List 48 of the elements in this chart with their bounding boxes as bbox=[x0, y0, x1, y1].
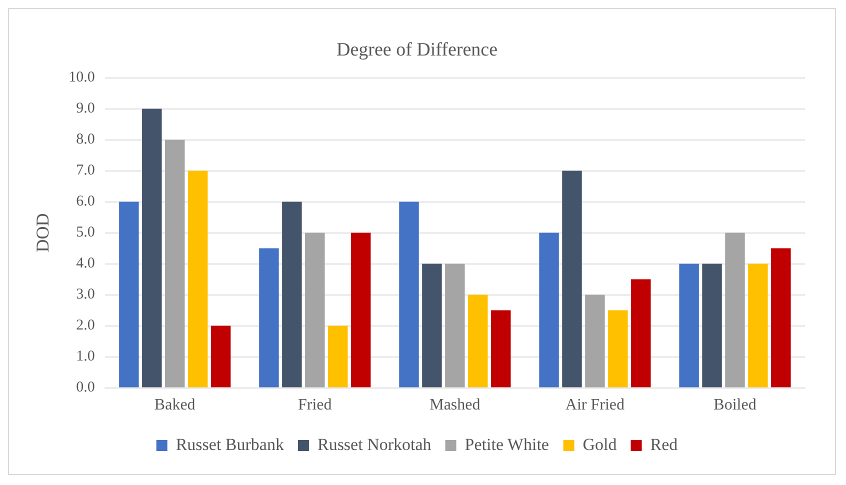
bar bbox=[210, 326, 231, 388]
y-axis-title: DOD bbox=[32, 213, 53, 252]
legend-label: Gold bbox=[582, 434, 618, 454]
bar bbox=[631, 279, 651, 388]
x-tick-label: Air Fried bbox=[565, 396, 625, 414]
bar bbox=[679, 264, 699, 388]
y-tick-label: 1.0 bbox=[76, 348, 95, 365]
bar bbox=[188, 170, 208, 388]
bar bbox=[490, 310, 511, 388]
y-tick-label: 10.0 bbox=[68, 70, 95, 86]
legend-label: Petite White bbox=[464, 434, 549, 454]
bar bbox=[282, 202, 302, 388]
bar bbox=[399, 202, 419, 388]
bar bbox=[350, 232, 371, 388]
y-tick-label: 4.0 bbox=[76, 256, 95, 272]
bar bbox=[539, 232, 559, 388]
y-tick-label: 0.0 bbox=[76, 380, 95, 396]
y-tick-label: 6.0 bbox=[76, 194, 95, 210]
y-tick-label: 8.0 bbox=[76, 132, 95, 148]
bar bbox=[422, 264, 442, 388]
bar bbox=[445, 264, 465, 388]
bar bbox=[725, 232, 745, 388]
bar bbox=[771, 248, 791, 388]
x-tick-label: Boiled bbox=[714, 396, 756, 414]
legend-label: Russet Burbank bbox=[176, 434, 284, 454]
bar bbox=[328, 326, 348, 388]
y-tick-label: 2.0 bbox=[76, 318, 95, 334]
y-tick-label: 5.0 bbox=[76, 224, 95, 241]
y-tick-label: 9.0 bbox=[76, 100, 95, 117]
bar bbox=[305, 232, 325, 388]
bar bbox=[142, 108, 162, 388]
bar bbox=[702, 264, 722, 388]
legend-label: Russet Norkotah bbox=[317, 434, 432, 454]
bar bbox=[562, 170, 582, 388]
bar bbox=[608, 310, 628, 388]
x-tick-label: Baked bbox=[154, 396, 196, 414]
bar bbox=[119, 202, 139, 388]
bar bbox=[468, 294, 488, 388]
chart-title: Degree of Difference bbox=[336, 39, 498, 60]
x-tick-label: Fried bbox=[298, 396, 332, 414]
legend-label: Red bbox=[650, 434, 678, 454]
y-tick-label: 7.0 bbox=[76, 162, 95, 179]
bar bbox=[748, 264, 768, 388]
bar bbox=[585, 294, 605, 388]
x-tick-label: Mashed bbox=[430, 396, 480, 414]
bar bbox=[164, 140, 185, 388]
bar bbox=[259, 248, 279, 388]
y-tick-label: 3.0 bbox=[76, 286, 95, 303]
